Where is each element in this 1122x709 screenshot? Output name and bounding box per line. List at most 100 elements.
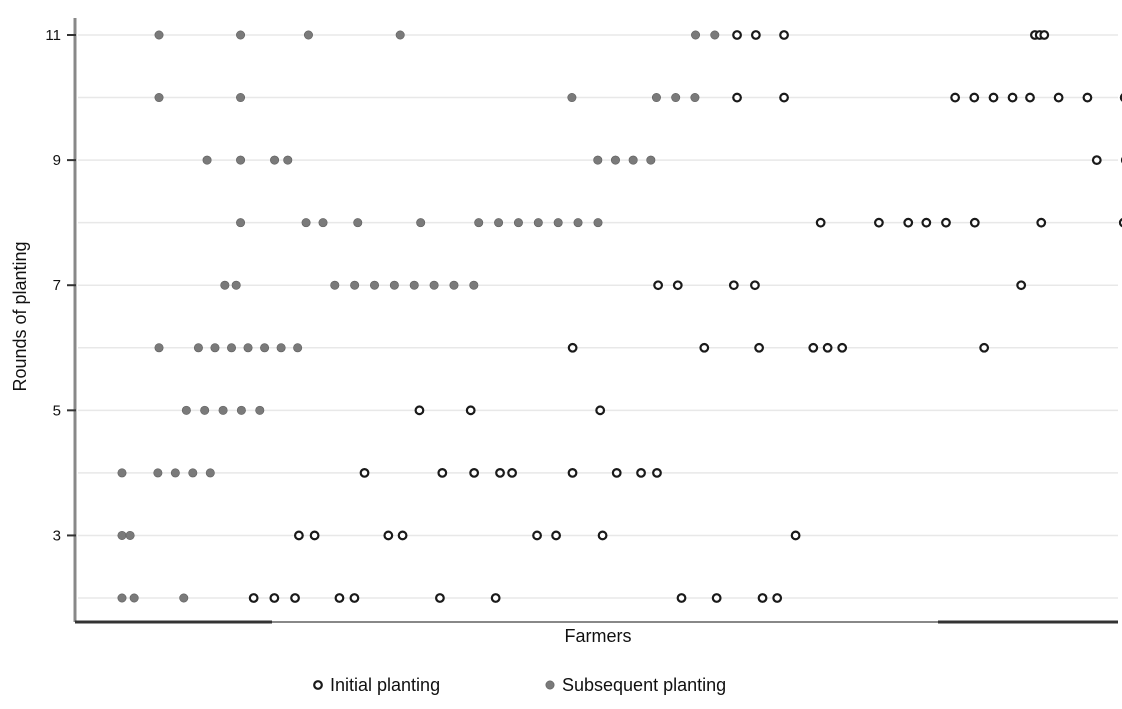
data-point — [236, 405, 246, 415]
data-point — [414, 405, 425, 416]
data-point — [533, 218, 543, 228]
data-point — [628, 155, 638, 165]
data-point — [837, 342, 848, 353]
data-point — [474, 218, 484, 228]
data-point — [465, 405, 476, 416]
data-point — [154, 93, 164, 103]
data-point — [153, 468, 163, 478]
data-point — [1082, 92, 1093, 103]
data-point — [513, 218, 523, 228]
data-point — [779, 30, 789, 40]
data-point — [129, 593, 139, 603]
data-point — [125, 530, 135, 540]
data-point — [750, 280, 760, 291]
data-point — [732, 92, 742, 103]
data-point — [941, 217, 951, 228]
y-tick-label: 7 — [53, 277, 61, 294]
data-point — [754, 342, 764, 353]
axes — [67, 18, 1118, 624]
data-point — [1118, 218, 1122, 228]
data-point — [218, 405, 228, 415]
data-point — [750, 30, 761, 40]
data-point — [117, 593, 127, 603]
data-point — [532, 530, 542, 541]
data-point — [255, 405, 265, 415]
data-point — [416, 218, 426, 228]
data-point — [652, 467, 662, 478]
data-point — [815, 217, 826, 228]
data-point — [950, 92, 961, 103]
data-point — [370, 280, 380, 290]
data-point — [653, 280, 664, 291]
legend-item: Initial planting — [313, 675, 440, 695]
data-point — [435, 593, 445, 603]
legend-open-circle-icon — [313, 680, 323, 690]
data-point — [409, 280, 419, 290]
data-point — [179, 593, 189, 603]
data-point — [117, 530, 127, 540]
data-point — [437, 467, 448, 478]
data-point — [636, 467, 646, 478]
data-points — [117, 30, 1122, 603]
series-subsequent-planting — [117, 30, 720, 603]
data-point — [1039, 30, 1050, 40]
data-point — [236, 93, 246, 103]
data-point — [236, 155, 246, 165]
data-point — [969, 92, 980, 103]
data-point — [988, 92, 999, 103]
data-point — [1016, 280, 1027, 291]
data-point — [334, 593, 345, 603]
gridlines — [78, 34, 1118, 599]
data-point — [1036, 217, 1047, 228]
data-point — [193, 343, 203, 353]
data-point — [202, 155, 212, 165]
data-point — [395, 30, 405, 40]
data-point — [490, 593, 501, 603]
data-point — [293, 343, 303, 353]
data-point — [469, 280, 479, 290]
data-point — [1025, 92, 1035, 103]
data-point — [243, 343, 253, 353]
data-point — [699, 342, 710, 353]
data-point — [383, 530, 394, 541]
data-point — [676, 593, 687, 603]
data-point — [979, 342, 990, 353]
series-initial-planting — [248, 30, 1122, 603]
data-point — [495, 467, 505, 478]
data-point — [690, 93, 700, 103]
data-point — [593, 155, 603, 165]
data-point — [772, 593, 783, 603]
data-point — [303, 30, 313, 40]
data-point — [154, 30, 164, 40]
data-point — [646, 155, 656, 165]
data-point — [188, 468, 198, 478]
legend-label: Subsequent planting — [562, 675, 726, 695]
data-point — [1053, 92, 1064, 103]
data-point — [822, 342, 833, 353]
data-point — [154, 343, 164, 353]
data-point — [757, 593, 768, 603]
data-point — [330, 280, 340, 290]
y-axis-title: Rounds of planting — [10, 241, 30, 391]
y-tick-label: 3 — [53, 527, 61, 544]
data-point — [276, 343, 286, 353]
data-point — [711, 593, 722, 603]
legend-label: Initial planting — [330, 675, 440, 695]
y-tick-label: 5 — [53, 402, 61, 419]
data-point — [205, 468, 215, 478]
legend-filled-circle-icon — [545, 680, 555, 690]
data-point — [353, 218, 363, 228]
data-point — [269, 593, 280, 603]
data-point — [567, 342, 578, 353]
data-point — [567, 467, 578, 478]
legend-item: Subsequent planting — [545, 675, 726, 695]
data-point — [808, 342, 819, 353]
data-point — [227, 343, 237, 353]
data-point — [595, 405, 606, 416]
data-point — [170, 468, 180, 478]
data-point — [290, 593, 300, 603]
data-point — [728, 280, 739, 291]
data-point — [429, 280, 439, 290]
data-point — [779, 92, 789, 103]
